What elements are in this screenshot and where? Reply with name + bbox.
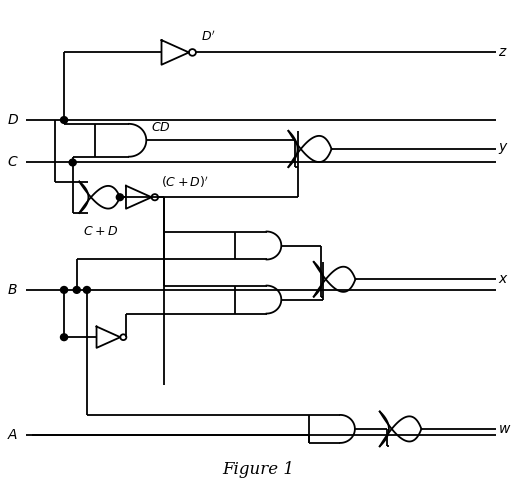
Text: $CD$: $CD$ (151, 121, 171, 135)
Text: Figure 1: Figure 1 (222, 461, 294, 478)
Text: $C$: $C$ (7, 156, 18, 169)
Text: $z$: $z$ (497, 46, 507, 59)
Text: $A$: $A$ (7, 428, 18, 442)
Text: $w$: $w$ (497, 422, 511, 436)
Circle shape (61, 287, 68, 293)
Text: $x$: $x$ (497, 273, 508, 286)
Text: $C + D$: $C + D$ (83, 225, 119, 238)
Text: $y$: $y$ (497, 141, 508, 157)
Circle shape (73, 287, 80, 293)
Text: $D'$: $D'$ (201, 29, 216, 44)
Circle shape (69, 159, 76, 166)
Circle shape (61, 334, 68, 341)
Circle shape (61, 117, 68, 123)
Text: $(C+D)'$: $(C+D)'$ (161, 174, 209, 190)
Text: $B$: $B$ (7, 283, 18, 297)
Text: $D$: $D$ (7, 113, 19, 127)
Circle shape (117, 194, 123, 201)
Circle shape (83, 287, 91, 293)
